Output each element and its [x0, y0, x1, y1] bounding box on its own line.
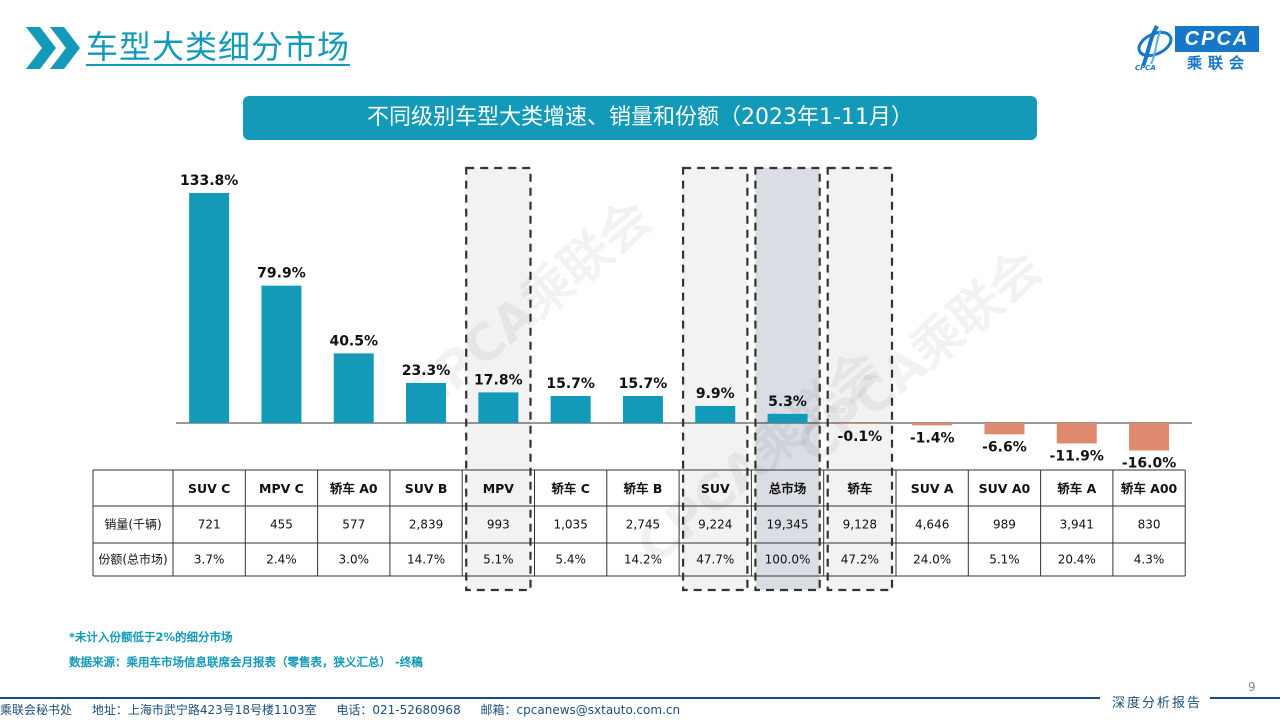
- table-cell: 993: [487, 518, 510, 532]
- table-cell: 1,035: [553, 518, 587, 532]
- highlight-box: [465, 166, 532, 592]
- cpca-logo: CPCA 乘联会 CPCA: [1135, 22, 1260, 72]
- highlight-box: [826, 166, 894, 592]
- table-cell: 830: [1138, 518, 1161, 532]
- bar: [189, 193, 230, 423]
- table-cell: 4.3%: [1134, 553, 1165, 567]
- table-cell: 989: [993, 518, 1016, 532]
- table-cell: 577: [342, 518, 365, 532]
- category-label: 轿车 A: [1057, 481, 1096, 496]
- category-label: MPV C: [259, 481, 304, 496]
- data-label: 5.3%: [768, 394, 807, 410]
- bar: [550, 396, 591, 423]
- bar: [912, 423, 953, 426]
- table-cell: 9,224: [698, 518, 732, 532]
- bar: [261, 285, 302, 423]
- table-cell: 4,646: [915, 518, 949, 532]
- bar: [478, 392, 519, 423]
- bar: [767, 413, 808, 423]
- footer-email: 邮箱：cpcanews@sxtauto.com.cn: [480, 703, 681, 717]
- data-label: 15.7%: [546, 376, 595, 392]
- logo-text: CPCA: [1175, 26, 1259, 52]
- table-cell: 3,941: [1060, 518, 1094, 532]
- bar: [1056, 423, 1097, 444]
- category-label: 轿车 A0: [330, 481, 378, 496]
- chart-title-banner: 不同级别车型大类增速、销量和份额（2023年1-11月）: [243, 96, 1037, 140]
- table-cell: 2,839: [409, 518, 443, 532]
- data-label: 40.5%: [329, 333, 378, 349]
- table-cell: 24.0%: [913, 553, 951, 567]
- category-label: SUV A0: [979, 481, 1031, 496]
- table-cell: 14.7%: [407, 553, 445, 567]
- chevron-icon: [26, 27, 80, 69]
- bar: [406, 382, 447, 423]
- row-label: 份额(总市场): [98, 552, 167, 567]
- table-cell: 20.4%: [1058, 553, 1096, 567]
- table-cell: 2,745: [626, 518, 660, 532]
- page-title: 车型大类细分市场: [86, 28, 351, 66]
- data-label: -1.4%: [910, 430, 955, 446]
- row-label: 销量(千辆): [104, 518, 161, 532]
- footer-divider-right: [1210, 697, 1280, 699]
- bar: [1129, 423, 1170, 451]
- table-cell: 47.7%: [696, 553, 734, 567]
- highlight-box: [754, 166, 821, 592]
- category-label: 轿车 B: [624, 481, 663, 496]
- data-label: 17.8%: [474, 372, 523, 388]
- highlight-box: [681, 166, 749, 592]
- category-label: 轿车 C: [551, 481, 590, 496]
- table-cell: 5.1%: [989, 553, 1020, 567]
- data-label: 9.9%: [696, 386, 735, 402]
- category-label: SUV B: [405, 481, 448, 496]
- category-label: SUV A: [911, 481, 954, 496]
- footer-bar: 乘联会秘书处 地址：上海市武宁路423号18号楼1103室 电话：021-526…: [0, 700, 1280, 720]
- data-label: -6.6%: [982, 439, 1027, 455]
- logo-cn-text: 乘联会: [1187, 54, 1251, 72]
- cpca-emblem-icon: [1137, 25, 1173, 67]
- footer-divider: [0, 697, 1100, 699]
- data-label: -16.0%: [1122, 456, 1176, 472]
- logo-sub-text: CPCA: [1135, 64, 1156, 72]
- data-label: 23.3%: [402, 363, 451, 379]
- data-label: -0.1%: [838, 429, 883, 445]
- category-label: SUV: [701, 481, 730, 496]
- data-label: 79.9%: [257, 266, 306, 282]
- table-cell: 3.0%: [339, 553, 370, 567]
- table-cell: 3.7%: [194, 553, 225, 567]
- category-label: MPV: [483, 481, 515, 496]
- bar: [622, 396, 663, 423]
- table-cell: 455: [270, 518, 293, 532]
- bar: [695, 405, 736, 423]
- table-cell: 100.0%: [765, 553, 811, 567]
- table-cell: 14.2%: [624, 553, 662, 567]
- bar: [984, 423, 1025, 435]
- footer-phone: 电话：021-52680968: [336, 703, 461, 717]
- data-label: -11.9%: [1050, 448, 1104, 464]
- table-cell: 9,128: [843, 518, 877, 532]
- table-cell: 5.4%: [555, 553, 586, 567]
- table-cell: 2.4%: [266, 553, 297, 567]
- bar: [839, 423, 880, 424]
- table-cell: 47.2%: [841, 553, 879, 567]
- category-label: 总市场: [769, 481, 807, 496]
- bar: [333, 353, 374, 423]
- category-label: 轿车 A00: [1121, 481, 1178, 496]
- footnote-share: *未计入份额低于2%的细分市场: [69, 630, 233, 644]
- table-cell: 5.1%: [483, 553, 514, 567]
- footnote-source: 数据来源：乘用车市场信息联席会月报表（零售表，狭义汇总） -终稿: [69, 655, 423, 669]
- footer-org: 乘联会秘书处: [0, 703, 73, 717]
- data-label: 133.8%: [180, 173, 238, 189]
- category-label: 轿车: [847, 481, 873, 496]
- data-label: 15.7%: [619, 376, 668, 392]
- category-label: SUV C: [188, 481, 230, 496]
- table-cell: 19,345: [767, 518, 809, 532]
- page-number: 9: [1248, 680, 1256, 694]
- report-tag: 深度分析报告: [1112, 696, 1203, 711]
- footer-address: 地址：上海市武宁路423号18号楼1103室: [91, 703, 317, 717]
- table-cell: 721: [198, 518, 221, 532]
